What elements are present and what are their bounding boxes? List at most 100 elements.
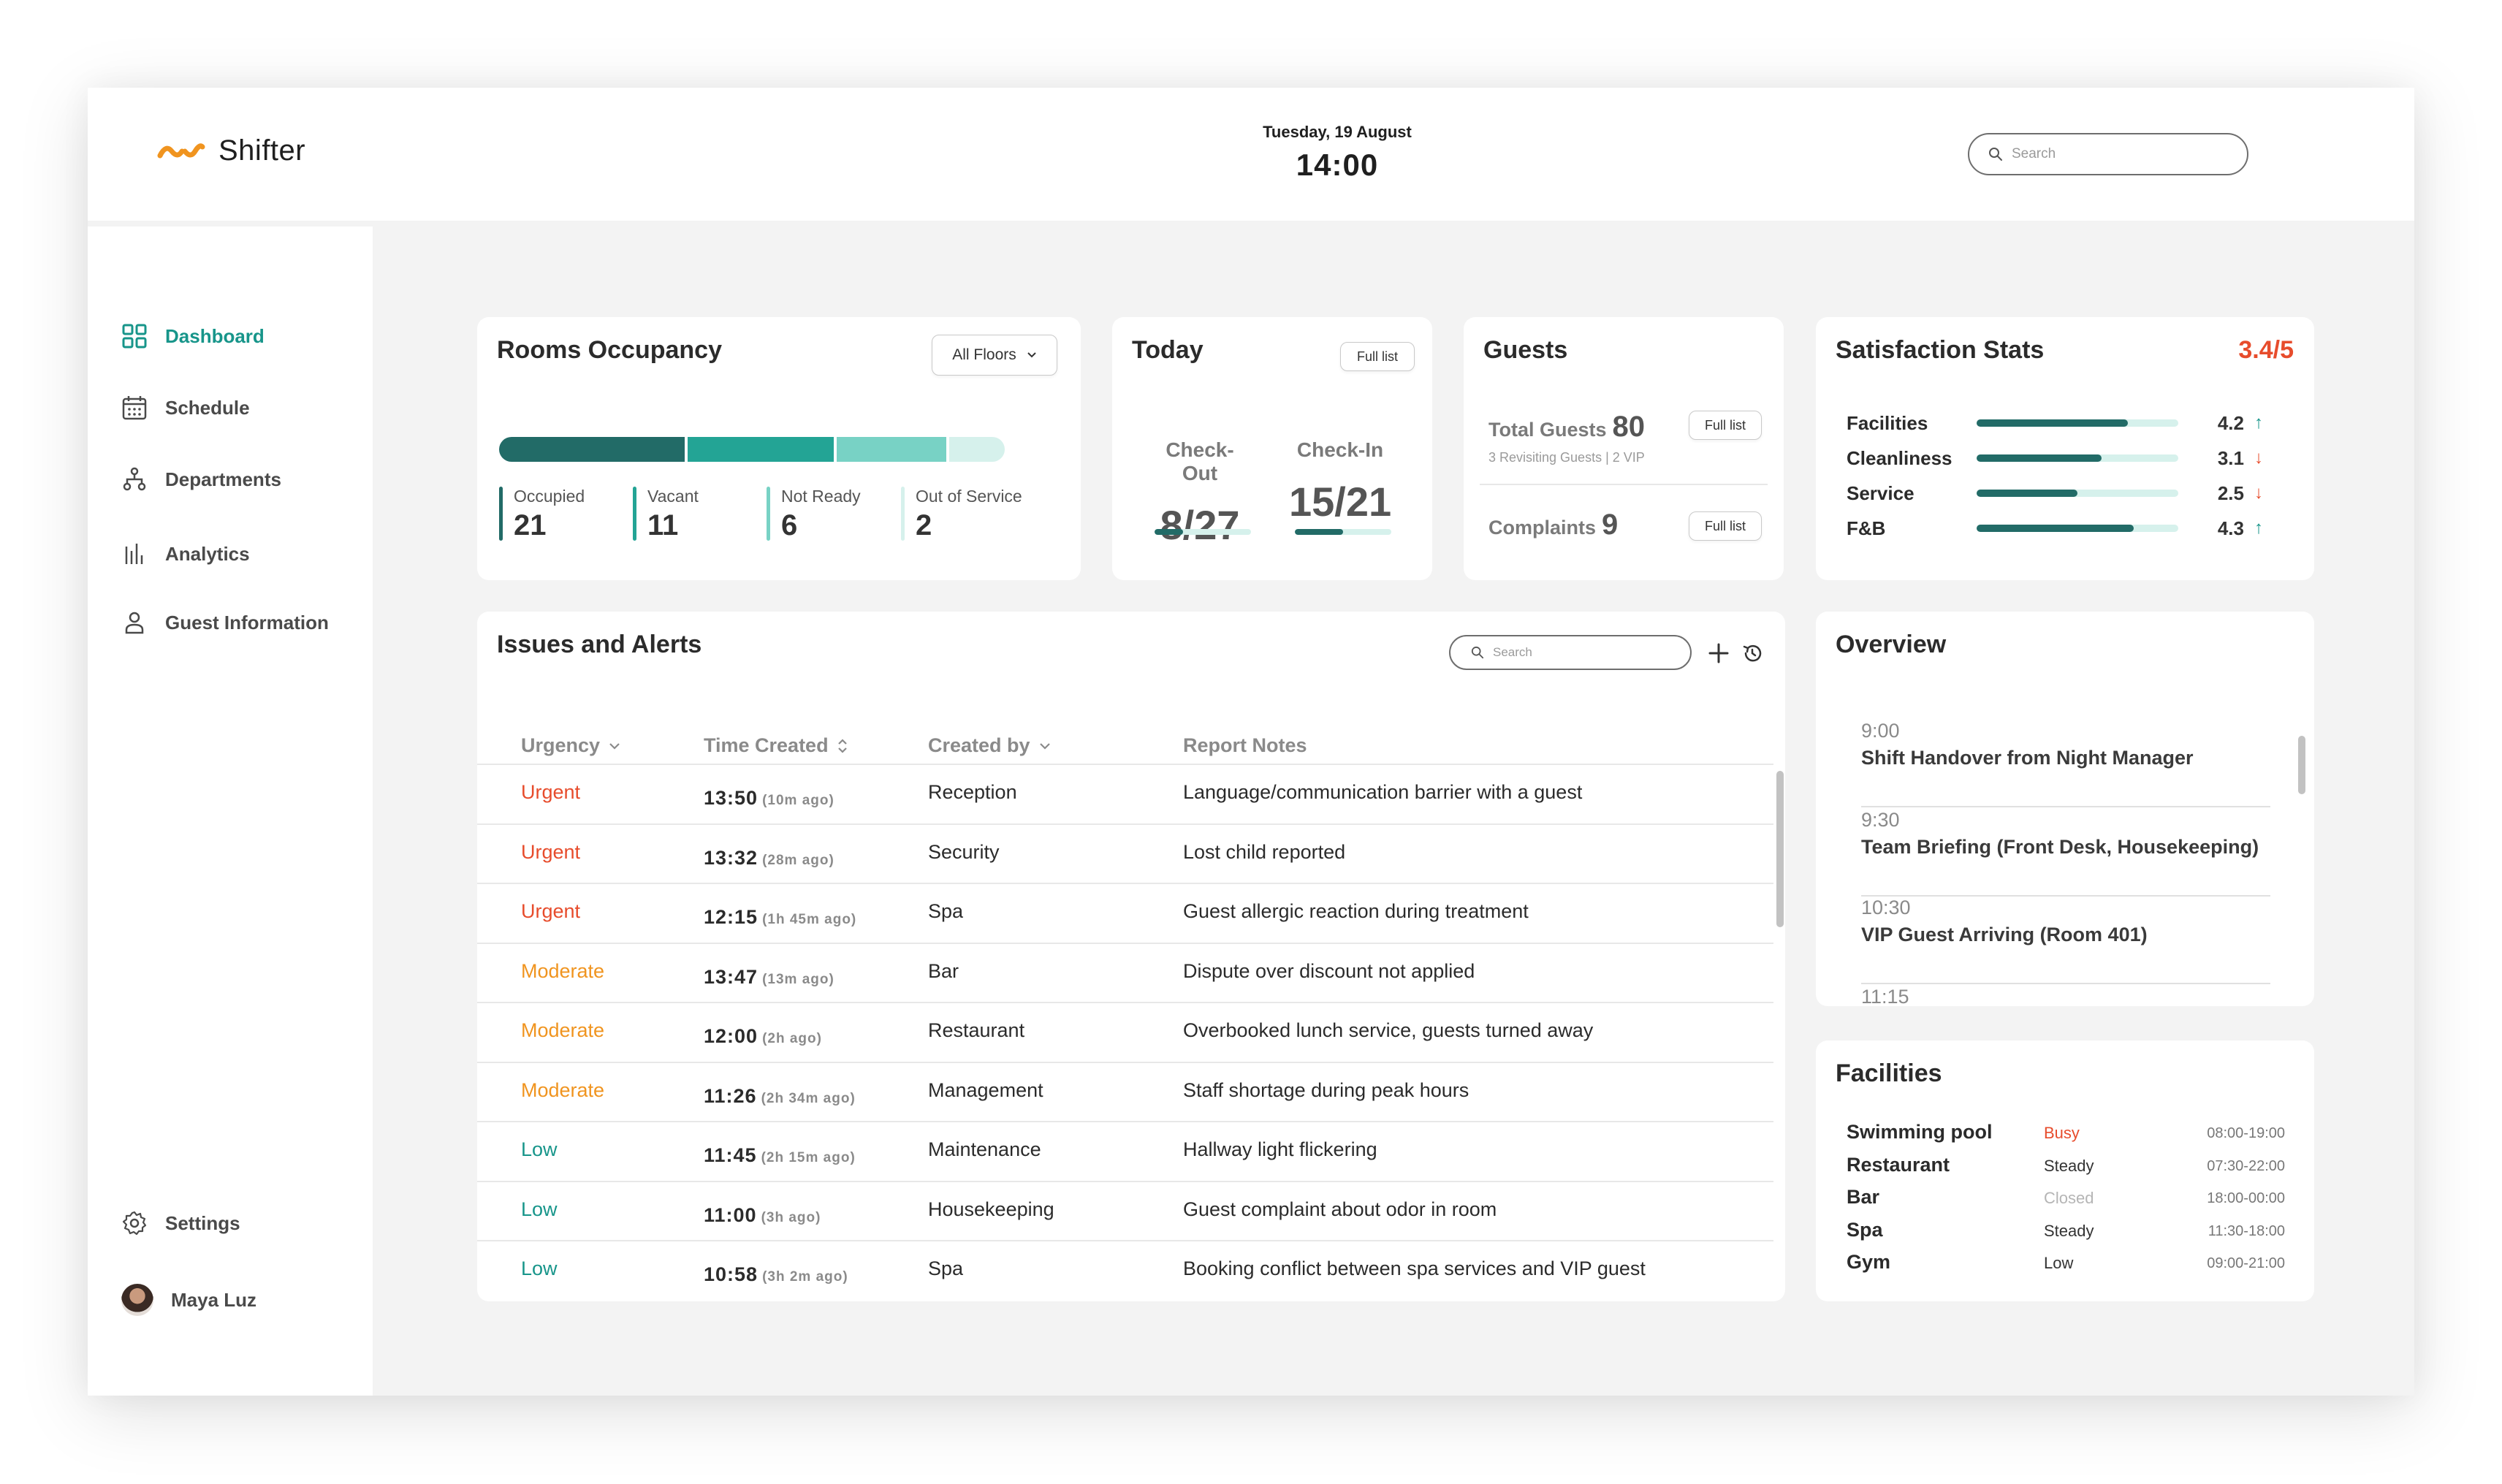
report-note-cell: Guest complaint about odor in room xyxy=(1183,1198,1497,1220)
sidebar-item-dashboard[interactable]: Dashboard xyxy=(121,323,265,349)
time-value: 13:32 xyxy=(704,846,758,869)
time-ago: (2h 34m ago) xyxy=(761,1090,856,1106)
logo[interactable]: Shifter xyxy=(157,134,305,167)
overview-title: Shift Handover from Night Manager xyxy=(1861,747,2194,769)
total-guests-value: 80 xyxy=(1612,411,1646,443)
table-row[interactable]: Urgent 12:15 (1h 45m ago) Spa Guest allergic… xyxy=(477,883,1773,943)
user-profile[interactable]: Maya Luz xyxy=(121,1284,256,1316)
facility-hours: 08:00-19:00 xyxy=(2207,1125,2285,1141)
report-note-cell: Lost child reported xyxy=(1183,840,1346,863)
time-value: 11:00 xyxy=(704,1203,757,1226)
calendar-icon xyxy=(122,396,147,420)
facility-status: Steady xyxy=(2044,1156,2094,1175)
out-of-service-segment xyxy=(949,437,1005,462)
column-label: Time Created xyxy=(704,734,829,756)
button-label: Full list xyxy=(1704,518,1746,533)
guests-full-list-button[interactable]: Full list xyxy=(1689,411,1762,440)
occupied-marker xyxy=(499,487,503,541)
satisfaction-row: F&B 4.3 ↑ xyxy=(1847,516,2285,541)
guests-sub-info: 3 Revisiting Guests | 2 VIP xyxy=(1488,450,1645,465)
column-label: Report Notes xyxy=(1183,734,1307,756)
facility-row: Restaurant Steady 07:30-22:00 xyxy=(1847,1154,2285,1186)
report-notes-column-header: Report Notes xyxy=(1183,734,1307,757)
stat-label: Not Ready xyxy=(781,487,861,506)
overview-item[interactable]: 11:15 xyxy=(1861,986,2270,1006)
satisfaction-value: 4.2 xyxy=(2217,411,2244,434)
urgency-column-header[interactable]: Urgency xyxy=(521,734,620,757)
table-row[interactable]: Low 11:45 (2h 15m ago) Maintenance Hallway l… xyxy=(477,1121,1773,1181)
table-row[interactable]: Low 10:58 (3h 2m ago) Spa Booking conflict b… xyxy=(477,1240,1773,1300)
stat-value: 6 xyxy=(781,509,798,541)
overview-time: 10:30 xyxy=(1861,897,1911,918)
sidebar-item-analytics[interactable]: Analytics xyxy=(121,541,250,567)
created-by-cell: Maintenance xyxy=(928,1138,1041,1160)
complaints-full-list-button[interactable]: Full list xyxy=(1689,511,1762,541)
issues-scrollbar[interactable] xyxy=(1776,771,1784,927)
sidebar-item-schedule[interactable]: Schedule xyxy=(121,395,250,421)
sidebar-item-label: Dashboard xyxy=(165,324,265,347)
satisfaction-bar-fill xyxy=(1977,454,2102,462)
table-row[interactable]: Moderate 12:00 (2h ago) Restaurant Overbooke… xyxy=(477,1002,1773,1062)
facility-row: Spa Steady 11:30-18:00 xyxy=(1847,1219,2285,1251)
stat-label: Vacant xyxy=(647,487,699,506)
satisfaction-bar xyxy=(1977,454,2178,462)
issues-search-input[interactable]: Search xyxy=(1449,635,1692,670)
check-in-progress xyxy=(1295,529,1391,535)
satisfaction-category: Service xyxy=(1847,482,1914,504)
history-icon[interactable] xyxy=(1741,642,1763,664)
vacant-marker xyxy=(633,487,636,541)
facility-hours: 07:30-22:00 xyxy=(2207,1157,2285,1174)
overview-time: 9:00 xyxy=(1861,720,1900,742)
table-row[interactable]: Moderate 11:26 (2h 34m ago) Management Staff… xyxy=(477,1061,1773,1122)
check-out-value: 8/27 xyxy=(1160,502,1240,548)
user-name: Maya Luz xyxy=(171,1288,257,1311)
out-of-service-marker xyxy=(901,487,905,541)
card-title: Issues and Alerts xyxy=(497,631,702,658)
app-window: Shifter Tuesday, 19 August 14:00 Search … xyxy=(88,88,2414,1396)
table-row[interactable]: Urgent 13:32 (28m ago) Security Lost child r… xyxy=(477,823,1773,883)
chevron-down-icon xyxy=(1039,742,1050,750)
created-by-column-header[interactable]: Created by xyxy=(928,734,1051,757)
table-row[interactable]: Moderate 13:47 (13m ago) Bar Dispute over di… xyxy=(477,942,1773,1002)
sidebar-item-guest-information[interactable]: Guest Information xyxy=(121,609,329,636)
arrow-up-icon: ↑ xyxy=(2254,413,2263,433)
add-issue-plus-icon[interactable] xyxy=(1708,642,1730,664)
issues-table: Urgent 13:50 (10m ago) Reception Language/co… xyxy=(477,764,1773,1300)
overview-item[interactable]: 9:00 Shift Handover from Night Manager xyxy=(1861,720,2270,807)
overview-item[interactable]: 9:30 Team Briefing (Front Desk, Housekee… xyxy=(1861,809,2270,897)
today-full-list-button[interactable]: Full list xyxy=(1340,342,1415,371)
settings-button[interactable]: Settings xyxy=(121,1210,240,1236)
urgency-cell: Low xyxy=(521,1198,558,1220)
overview-title: VIP Guest Arriving (Room 401) xyxy=(1861,924,2148,945)
not-ready-stat: Not Ready 6 xyxy=(767,487,861,541)
time-value: 13:47 xyxy=(704,965,758,988)
current-time: 14:00 xyxy=(1296,148,1379,182)
guests-card: Guests Total Guests 80 3 Revisiting Guest… xyxy=(1464,317,1784,580)
current-datetime: Tuesday, 19 August 14:00 xyxy=(1140,123,1535,183)
overview-time: 11:15 xyxy=(1861,986,1909,1006)
table-row[interactable]: Low 11:00 (3h ago) Housekeeping Guest compla… xyxy=(477,1180,1773,1241)
sidebar-item-departments[interactable]: Departments xyxy=(121,466,281,492)
table-row[interactable]: Urgent 13:50 (10m ago) Reception Language/co… xyxy=(477,764,1773,823)
satisfaction-stats-card: Satisfaction Stats 3.4/5 Facilities 4.2 ↑ C… xyxy=(1816,317,2314,580)
time-cell: 12:15 (1h 45m ago) xyxy=(704,906,856,929)
global-search-input[interactable]: Search xyxy=(1968,133,2248,175)
gear-icon xyxy=(122,1211,147,1236)
occupancy-stacked-bar xyxy=(499,437,1005,462)
floor-filter-select[interactable]: All Floors xyxy=(932,335,1057,376)
urgency-cell: Moderate xyxy=(521,1078,605,1101)
overview-item[interactable]: 10:30 VIP Guest Arriving (Room 401) xyxy=(1861,897,2270,984)
total-guests-stat: Total Guests 80 xyxy=(1488,411,1645,444)
person-icon xyxy=(125,612,144,634)
sidebar-item-label: Analytics xyxy=(165,542,250,565)
time-cell: 13:50 (10m ago) xyxy=(704,787,834,810)
overview-scrollbar[interactable] xyxy=(2298,736,2305,794)
time-created-column-header[interactable]: Time Created xyxy=(704,734,848,757)
card-title: Facilities xyxy=(1836,1059,1942,1087)
column-label: Created by xyxy=(928,734,1030,756)
urgency-cell: Urgent xyxy=(521,781,581,803)
time-cell: 13:47 (13m ago) xyxy=(704,966,834,989)
time-cell: 11:00 (3h ago) xyxy=(704,1204,821,1227)
facility-hours: 09:00-21:00 xyxy=(2207,1255,2285,1271)
check-out-progress xyxy=(1155,529,1251,535)
